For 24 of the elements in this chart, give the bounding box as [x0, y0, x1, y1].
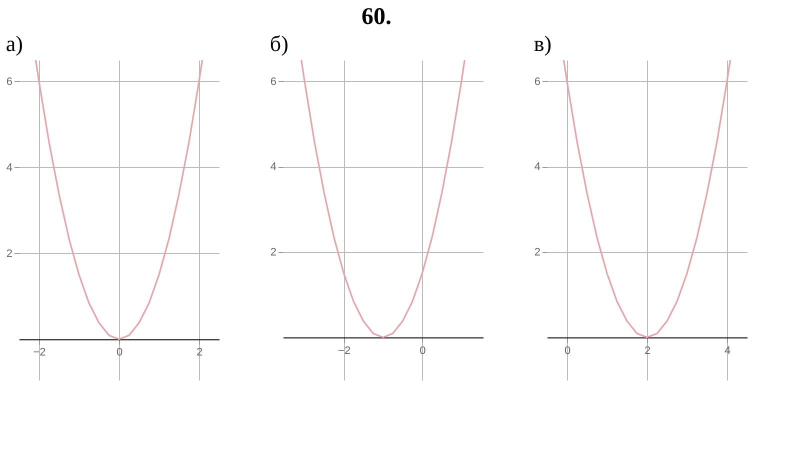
y-tick-label: 2	[6, 248, 12, 260]
x-tick-label: 0	[116, 346, 123, 359]
y-tick-label: 2	[270, 246, 276, 258]
x-tick-label: −2	[33, 346, 46, 359]
y-tick-label: 4	[6, 162, 12, 174]
x-tick-label: 2	[196, 346, 203, 359]
x-tick-label: 0	[420, 344, 426, 357]
chart-title: а)	[6, 31, 23, 56]
x-tick-label: 2	[644, 344, 651, 357]
y-tick-label: 6	[6, 76, 12, 88]
y-tick-label: 6	[534, 76, 540, 88]
chart-title: б)	[270, 31, 288, 56]
chart-title: в)	[534, 31, 552, 56]
y-tick-label: 4	[534, 161, 540, 174]
x-tick-label: 0	[564, 344, 571, 357]
line-series	[300, 60, 466, 338]
x-tick-label: −2	[338, 344, 351, 357]
line-series	[35, 60, 203, 340]
line-series	[563, 60, 731, 338]
y-tick-label: 4	[270, 161, 276, 174]
text: 60.	[361, 4, 392, 30]
y-tick-label: 6	[270, 76, 276, 88]
y-tick-label: 2	[534, 246, 540, 258]
x-tick-label: 4	[724, 344, 731, 357]
